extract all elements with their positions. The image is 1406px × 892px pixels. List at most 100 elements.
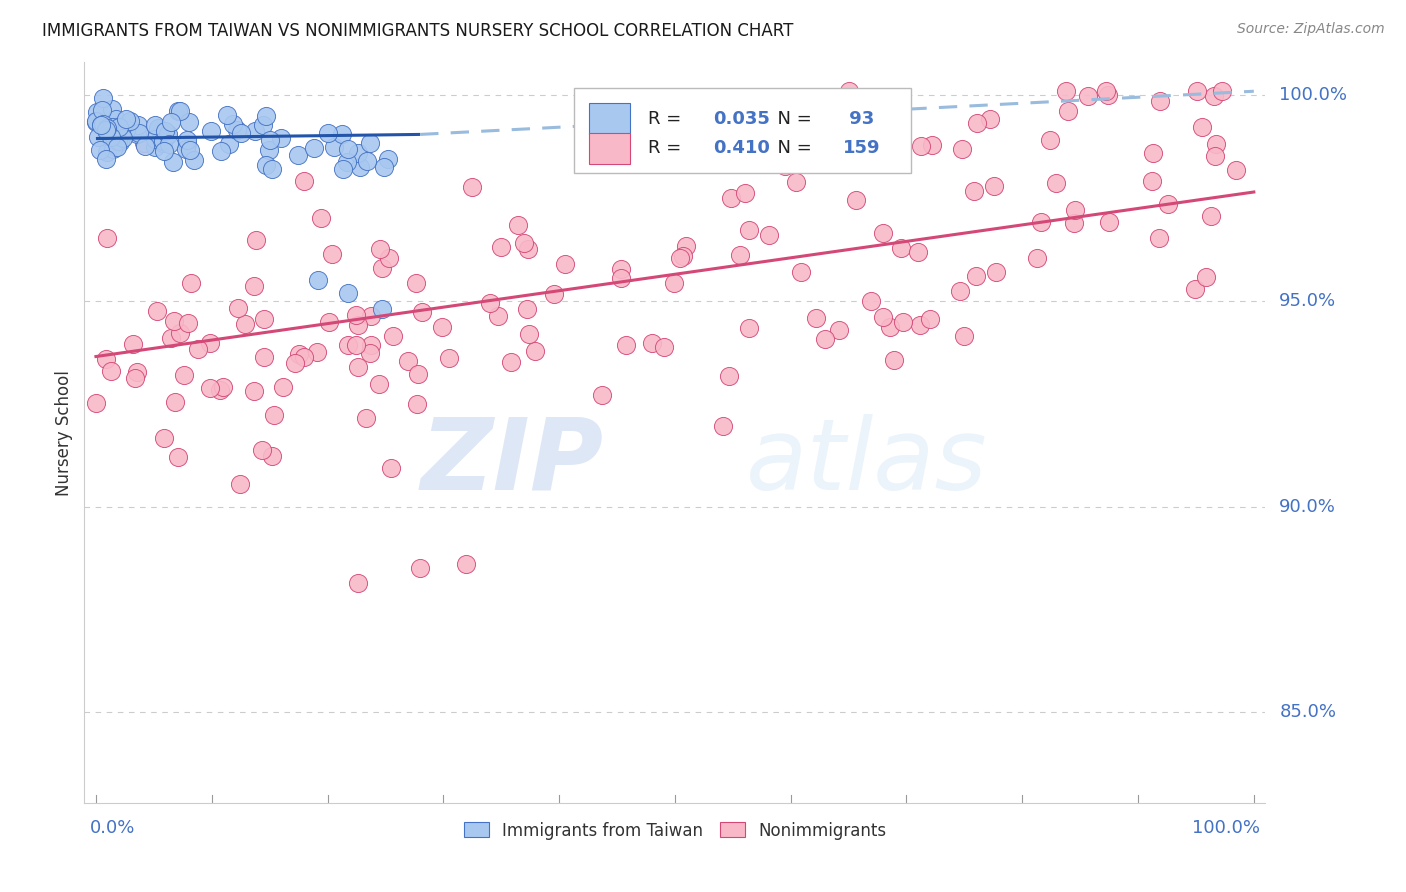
Point (146, 120, 169, 135)
Point (124, 371, 146, 385)
Point (793, 127, 815, 141)
Point (1157, 196, 1180, 211)
Point (889, 140, 911, 154)
Point (609, 270, 631, 285)
Point (652, 340, 675, 354)
Point (499, 355, 522, 369)
Point (253, 350, 276, 364)
Text: 100.0%: 100.0% (1192, 819, 1260, 838)
Point (143, 119, 166, 133)
Point (252, 118, 274, 132)
Point (1054, 84, 1077, 98)
Point (107, 120, 129, 134)
Point (208, 383, 231, 397)
Point (302, 141, 325, 155)
Point (86, 104, 108, 119)
Point (105, 140, 128, 154)
Bar (589, 133, 630, 164)
Point (156, 128, 179, 143)
Point (828, 323, 851, 337)
Point (879, 320, 901, 334)
Point (775, 159, 797, 173)
Point (718, 369, 741, 384)
Point (284, 356, 307, 370)
Point (368, 377, 391, 392)
Point (1142, 174, 1164, 188)
Point (396, 353, 419, 368)
Point (513, 236, 536, 251)
Point (100, 122, 122, 136)
Point (107, 134, 129, 148)
Point (378, 251, 401, 265)
Point (330, 127, 353, 141)
Point (96, 121, 118, 136)
Point (94, 130, 117, 145)
Point (173, 368, 195, 383)
Point (318, 315, 340, 329)
Point (1205, 137, 1227, 152)
Text: N =: N = (766, 110, 817, 128)
Point (115, 112, 138, 126)
Point (377, 152, 399, 166)
Point (111, 131, 134, 145)
Point (1064, 202, 1087, 217)
Point (1031, 215, 1053, 229)
Point (883, 352, 905, 367)
Point (744, 112, 766, 127)
Point (128, 126, 150, 140)
Point (288, 347, 311, 361)
Point (738, 321, 761, 335)
Point (91, 91, 114, 105)
Point (1063, 216, 1085, 230)
Point (591, 388, 613, 402)
Point (118, 114, 141, 128)
Point (254, 157, 277, 171)
Point (229, 476, 252, 491)
Point (554, 257, 576, 271)
Text: N =: N = (766, 139, 817, 157)
Point (610, 262, 633, 277)
Point (1026, 251, 1049, 265)
Point (177, 114, 200, 128)
Point (672, 249, 695, 263)
Point (215, 108, 238, 122)
Point (966, 116, 988, 130)
Bar (575, 88, 911, 173)
Point (162, 155, 184, 169)
Point (478, 296, 501, 310)
Point (1098, 215, 1121, 229)
Point (454, 557, 477, 571)
Point (260, 161, 283, 176)
Point (89, 143, 111, 157)
Point (174, 142, 197, 156)
Point (890, 241, 912, 255)
Point (91, 103, 114, 118)
Point (344, 338, 367, 352)
Point (254, 109, 277, 123)
Text: 0.035: 0.035 (713, 110, 769, 128)
Point (245, 233, 267, 247)
Point (1225, 162, 1247, 177)
Point (101, 142, 124, 156)
Point (921, 138, 943, 153)
Point (1095, 84, 1118, 98)
Point (332, 162, 354, 177)
Point (356, 154, 378, 169)
Point (1191, 120, 1213, 135)
Point (1057, 103, 1080, 118)
Point (198, 381, 221, 395)
Point (669, 251, 692, 265)
Point (524, 344, 547, 359)
Point (543, 287, 565, 301)
Point (143, 131, 166, 145)
Point (860, 294, 883, 309)
Point (872, 310, 894, 325)
Point (117, 116, 139, 130)
Point (965, 268, 987, 283)
Point (337, 285, 360, 300)
Text: R =: R = (648, 139, 686, 157)
Point (907, 245, 929, 260)
Point (100, 129, 122, 144)
Point (122, 337, 145, 351)
Point (96, 128, 118, 143)
